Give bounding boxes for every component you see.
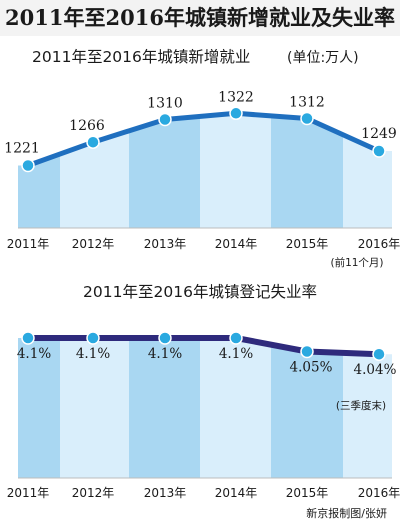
chart2-x-tick-label: 2012年 [72,486,115,500]
chart1-band [129,116,200,228]
chart2-value-label: 4.1% [219,346,253,362]
chart2-data-point [372,347,386,361]
page-title: 2011年至2016年城镇新增就业及失业率 [0,0,400,36]
chart1-value-label: 1221 [4,141,40,157]
chart2-note: (三季度末) [336,399,386,412]
chart2-data-point [21,331,35,345]
chart2-value-label: 4.1% [76,346,110,362]
chart1-x-ticks: 2011年 2012年 2013年 2014年 2015年 2016年 [7,237,400,251]
chart1-bands [18,113,392,228]
chart1-x-tick-label: 2013年 [144,237,187,251]
chart1-data-point [86,135,100,149]
chart2-x-tick-label: 2015年 [286,486,329,500]
chart2-band [343,352,392,478]
chart1-value-label: 1266 [69,118,105,134]
chart1-value-label: 1312 [289,95,325,111]
chart2-band [129,338,200,478]
chart1-band [18,154,60,228]
chart1-band [271,115,343,228]
chart1-data-point [229,106,243,121]
chart1-x-tick-label: 2016年 [358,237,400,251]
chart1-value-label: 1322 [218,89,254,105]
chart1-band [343,134,392,228]
chart1-data-point [21,158,35,173]
chart2-band [18,338,60,478]
chart1-data-point [372,144,386,158]
chart2-data-point [300,344,314,359]
chart2-band [60,338,129,478]
chart2-series-line [25,335,382,358]
chart2-band [271,344,343,478]
chart1-x-tick-label: 2014年 [215,237,258,251]
chart2-x-tick-label: 2016年 [358,486,400,500]
chart1-x-tick-label: 2012年 [72,237,115,251]
chart2-value-label: 4.1% [148,346,182,362]
chart1-series-line [25,110,382,168]
chart2-data-point [229,331,243,345]
chart1-data-point [158,112,172,127]
chart2-x-tick-label: 2013年 [144,486,187,500]
chart2-x-tick-label: 2014年 [215,486,258,500]
chart2-bands [18,338,392,478]
chart1-x-tick-label: 2015年 [286,237,329,251]
chart2-points [21,331,386,361]
chart1-unit-label: (单位:万人) [287,50,359,66]
chart1-title: 2011年至2016年城镇新增就业 [32,48,250,66]
chart2-value-label: 4.04% [354,362,397,378]
chart2-data-point [86,331,100,345]
chart2-x-tick-label: 2011年 [7,486,50,500]
chart2-value-labels: 4.1% 4.1% 4.1% 4.1% 4.05% 4.04% [17,346,397,378]
chart2-title: 2011年至2016年城镇登记失业率 [83,283,317,301]
chart1-data-point [300,111,314,126]
chart1-band [60,130,129,228]
chart2-value-label: 4.1% [17,346,51,362]
chart1-line-group [25,110,382,168]
chart1-points [21,106,386,173]
chart2-x-ticks: 2011年 2012年 2013年 2014年 2015年 2016年 [7,486,400,500]
chart2-data-point [158,331,172,345]
chart1-value-label: 1310 [147,96,183,112]
chart1-x-tick-label: 2011年 [7,237,50,251]
chart2-line-group [25,335,382,358]
chart2-band [200,338,271,478]
credit-text: 新京报制图/张妍 [306,506,387,520]
chart1-note: (前11个月) [330,256,383,269]
chart1-band [200,113,271,228]
chart1-value-labels: 1221 1266 1310 1322 1312 1249 [4,89,397,156]
chart2-value-label: 4.05% [290,360,333,376]
chart1-value-label: 1249 [361,126,397,142]
